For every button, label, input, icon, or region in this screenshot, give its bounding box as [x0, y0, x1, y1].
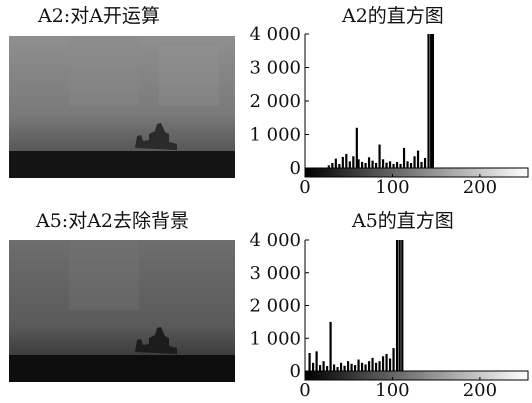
- y-tick-label: 2 000: [249, 91, 301, 112]
- x-tick-label: 200: [463, 177, 497, 198]
- histogram-bar: [350, 363, 353, 371]
- histogram-bar: [311, 362, 315, 371]
- image-a5-background-removed: [9, 240, 235, 382]
- histogram-bar: [409, 162, 413, 168]
- histogram-bar: [360, 362, 364, 371]
- histogram-bar: [367, 157, 371, 168]
- histogram-bar: [395, 240, 399, 371]
- histogram-bar: [348, 161, 351, 168]
- grayscale-colorbar: [304, 167, 529, 178]
- histogram-bar: [385, 162, 388, 168]
- histogram-bar: [427, 34, 430, 168]
- histogram-bar: [339, 362, 343, 371]
- y-tick-label: 4 000: [249, 24, 301, 45]
- histogram-bar: [401, 240, 404, 371]
- histogram-bar: [332, 364, 336, 371]
- image-a5-graphic: [9, 240, 235, 382]
- histogram-bar: [308, 352, 311, 371]
- histogram-bar: [345, 153, 348, 168]
- image-a2-graphic: [9, 36, 235, 178]
- histogram-bar: [353, 365, 357, 371]
- histogram-bar: [367, 361, 371, 371]
- histogram-bar: [360, 161, 364, 168]
- histogram-bar: [355, 127, 358, 168]
- histogram-bar: [371, 160, 374, 168]
- y-tick-label: 0: [290, 361, 301, 382]
- panel-title-a2: A2:对A开运算: [38, 5, 160, 27]
- histogram-bar: [374, 362, 378, 371]
- y-tick-label: 1 000: [249, 125, 301, 146]
- x-tick-label: 0: [299, 380, 310, 401]
- histogram-bar: [343, 365, 346, 371]
- y-tick-label: 3 000: [249, 58, 301, 79]
- histogram-bar: [388, 161, 392, 168]
- histogram-bar: [327, 165, 330, 168]
- x-tick-label: 100: [375, 380, 409, 401]
- histogram-bar: [315, 351, 318, 371]
- histogram-bar: [325, 366, 329, 371]
- histogram-bar: [338, 163, 341, 168]
- histogram-bar: [346, 361, 350, 371]
- histogram-bar: [402, 147, 406, 168]
- histogram-bar: [385, 353, 388, 371]
- histogram-bar: [431, 34, 435, 168]
- histogram-bar: [334, 158, 337, 168]
- y-tick-label: 2 000: [249, 296, 301, 317]
- y-tick-label: 4 000: [249, 230, 301, 251]
- histogram-bar: [398, 240, 401, 371]
- histogram-bar: [388, 358, 392, 371]
- histogram-bar: [395, 161, 399, 168]
- histogram-bar: [341, 156, 344, 168]
- histogram-bar: [364, 364, 367, 371]
- histogram-bar: [381, 159, 385, 168]
- grayscale-colorbar: [304, 370, 529, 381]
- x-tick-label: 0: [299, 177, 310, 198]
- histogram-bar: [423, 157, 427, 168]
- y-tick-label: 1 000: [249, 328, 301, 349]
- histogram-bar: [336, 367, 339, 371]
- histogram-bar: [322, 361, 325, 371]
- histogram-bar: [357, 359, 360, 371]
- histogram-bar: [352, 156, 355, 168]
- histogram-bar: [406, 161, 409, 168]
- histogram-bar: [413, 156, 416, 168]
- y-tick-label: 3 000: [249, 263, 301, 284]
- histogram-bar: [331, 162, 334, 168]
- histogram-bar: [378, 361, 381, 371]
- histogram-bar: [416, 150, 420, 168]
- histogram-bar: [371, 357, 374, 371]
- histogram-bar: [364, 162, 367, 168]
- histogram-bar: [420, 161, 423, 168]
- panel-title-a5: A5:对A2去除背景: [36, 210, 190, 232]
- histogram-bar: [318, 365, 322, 371]
- chart-title-a2: A2的直方图: [342, 5, 444, 27]
- x-tick-label: 200: [463, 380, 497, 401]
- histogram-bar: [329, 321, 332, 371]
- histogram-bar: [430, 34, 433, 168]
- histogram-bar: [392, 348, 395, 371]
- histogram-bar: [392, 163, 395, 168]
- x-tick-label: 100: [375, 177, 409, 198]
- histogram-bar: [381, 356, 385, 371]
- histogram-bar: [399, 163, 402, 168]
- histogram-bar: [378, 144, 381, 168]
- image-a2-opening: [9, 36, 235, 178]
- histogram-bar: [357, 159, 360, 168]
- chart-title-a5: A5的直方图: [352, 210, 454, 232]
- y-tick-label: 0: [290, 158, 301, 179]
- histogram-bar: [374, 162, 378, 168]
